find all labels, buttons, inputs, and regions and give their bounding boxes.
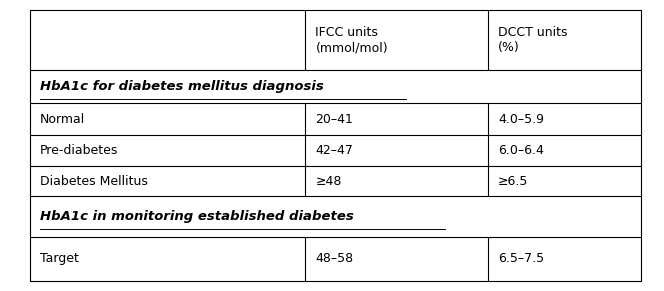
Text: Target: Target: [40, 253, 79, 265]
Text: 20–41: 20–41: [315, 113, 353, 126]
Text: 48–58: 48–58: [315, 253, 353, 265]
Text: 4.0–5.9: 4.0–5.9: [498, 113, 544, 126]
Text: DCCT units
(%): DCCT units (%): [498, 26, 568, 54]
Text: Diabetes Mellitus: Diabetes Mellitus: [40, 175, 147, 188]
Text: IFCC units
(mmol/mol): IFCC units (mmol/mol): [315, 26, 388, 54]
Text: ≥6.5: ≥6.5: [498, 175, 529, 188]
Text: HbA1c for diabetes mellitus diagnosis: HbA1c for diabetes mellitus diagnosis: [40, 80, 323, 93]
Text: 6.5–7.5: 6.5–7.5: [498, 253, 544, 265]
Text: ≥48: ≥48: [315, 175, 342, 188]
Text: 6.0–6.4: 6.0–6.4: [498, 144, 544, 157]
Text: HbA1c in monitoring established diabetes: HbA1c in monitoring established diabetes: [40, 210, 354, 223]
Text: Pre-diabetes: Pre-diabetes: [40, 144, 118, 157]
Text: 42–47: 42–47: [315, 144, 353, 157]
Text: Normal: Normal: [40, 113, 85, 126]
